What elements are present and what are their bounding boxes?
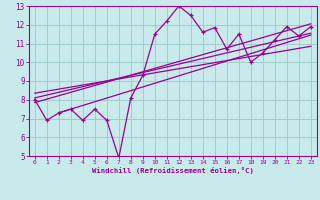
X-axis label: Windchill (Refroidissement éolien,°C): Windchill (Refroidissement éolien,°C) bbox=[92, 167, 254, 174]
